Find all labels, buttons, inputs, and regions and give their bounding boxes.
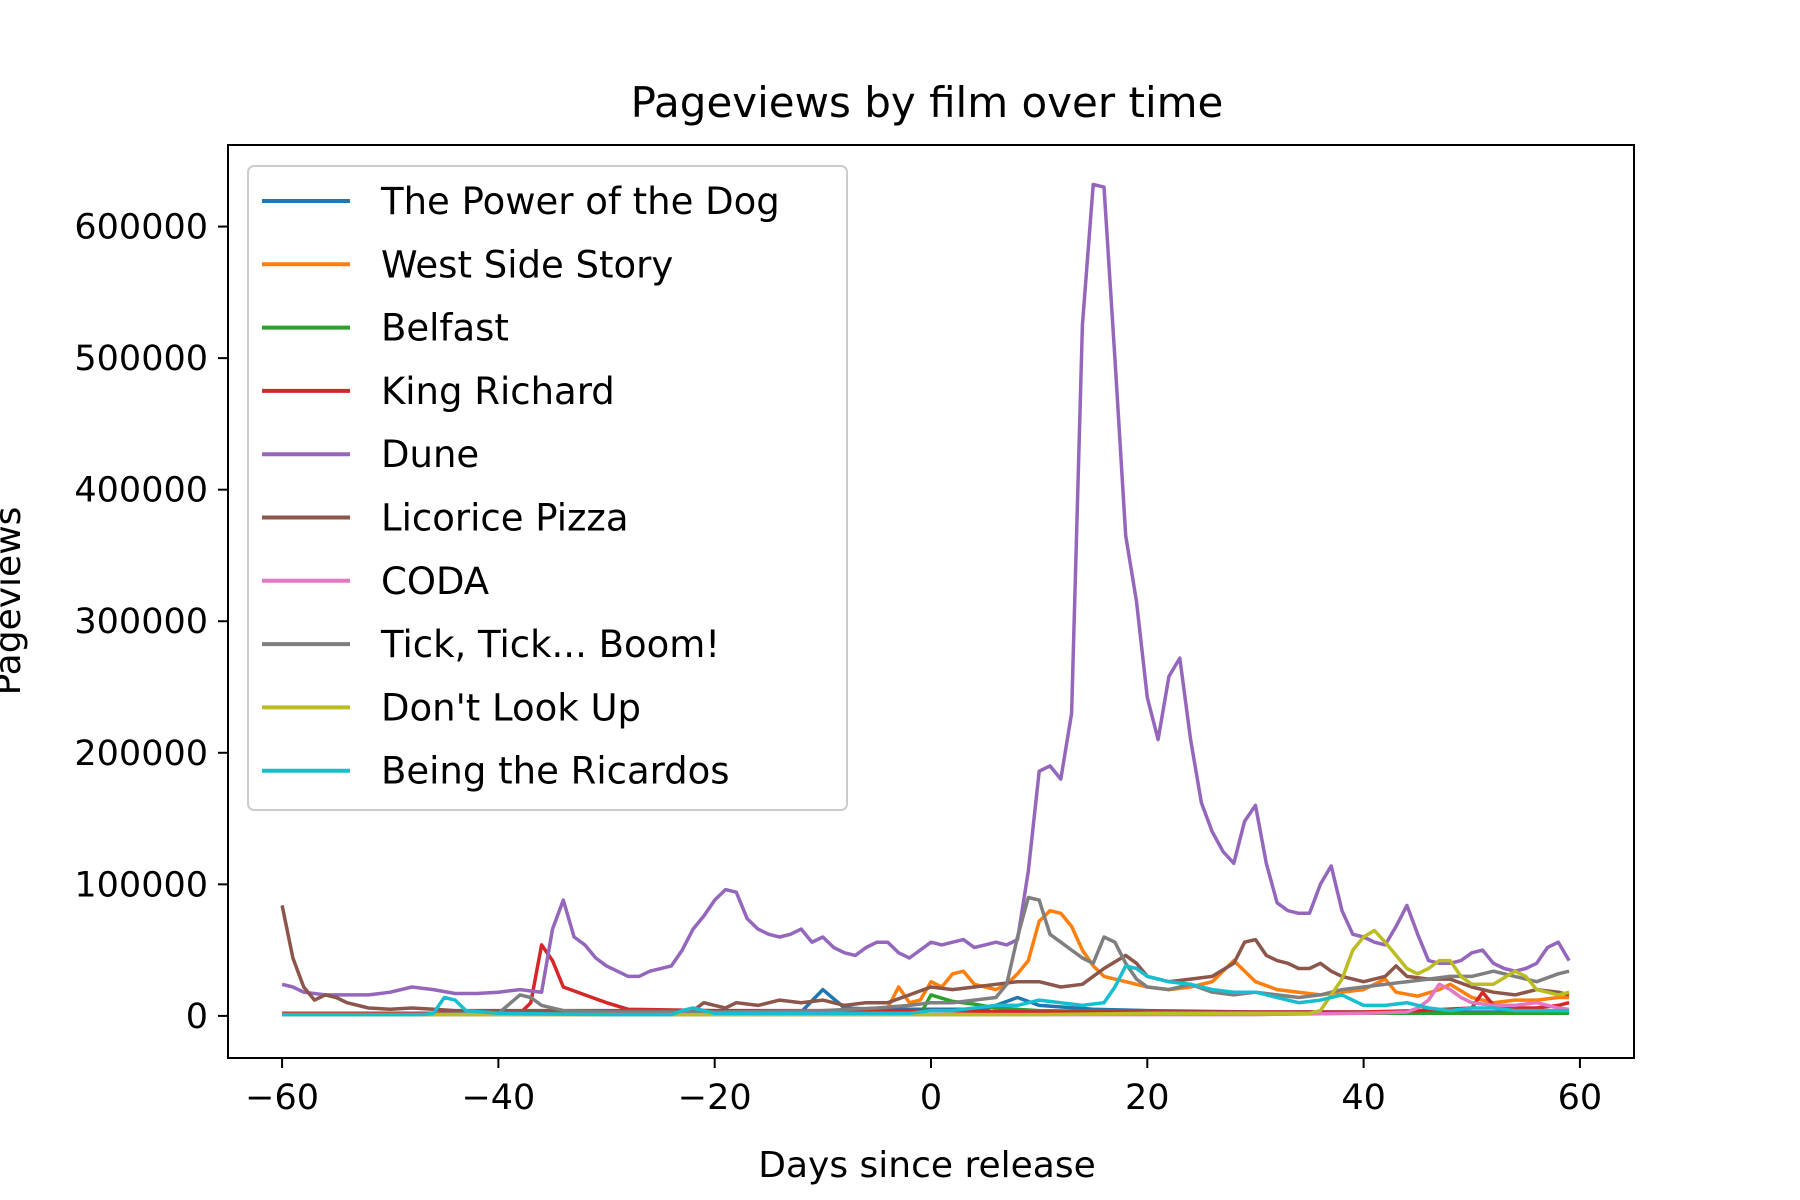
legend-box	[247, 165, 848, 811]
legend-label: Belfast	[381, 307, 509, 350]
y-tick-label: 200000	[74, 734, 208, 774]
series-lines	[280, 182, 1571, 1017]
legend-label: Don't Look Up	[381, 686, 641, 729]
y-tick-label: 300000	[74, 602, 208, 642]
legend-item: King Richard	[262, 370, 615, 413]
x-tick-label: −60	[245, 1078, 319, 1118]
legend-label: West Side Story	[381, 243, 673, 286]
x-tick-label: 0	[920, 1078, 942, 1118]
legend-label: The Power of the Dog	[380, 180, 780, 223]
x-tick-label: 20	[1125, 1078, 1170, 1118]
series-line-8	[282, 928, 1570, 1017]
y-tick-label: 500000	[74, 339, 208, 379]
series-line-9	[282, 964, 1570, 1017]
x-axis-label: Days since release	[758, 1145, 1096, 1186]
x-axis-ticks: −60 −40 −20 0 20 40 60	[245, 1058, 1602, 1118]
x-tick-label: 60	[1558, 1078, 1603, 1118]
legend-item: Licorice Pizza	[262, 497, 629, 540]
legend-item: The Power of the Dog	[262, 180, 780, 223]
chart-title: Pageviews by film over time	[631, 78, 1224, 127]
y-tick-label: 0	[186, 997, 208, 1037]
legend-item: West Side Story	[262, 243, 673, 286]
series-line-4	[281, 182, 1571, 997]
legend-label: Licorice Pizza	[381, 497, 629, 540]
legend-item: Dune	[262, 433, 479, 476]
legend-label: Dune	[381, 433, 479, 476]
y-axis-label: Pageviews	[0, 507, 29, 696]
series-line-5	[280, 905, 1570, 1013]
x-tick-label: −40	[461, 1078, 535, 1118]
legend-item: CODA	[262, 560, 489, 603]
x-tick-label: 40	[1341, 1078, 1386, 1118]
legend-item: Being the Ricardos	[262, 750, 730, 793]
legend-label: King Richard	[381, 370, 615, 413]
legend: The Power of the Dog West Side Story Belfa…	[247, 165, 848, 811]
y-axis-ticks: 0 100000 200000 300000 400000 500000 600000	[74, 208, 228, 1037]
y-tick-label: 400000	[74, 471, 208, 511]
legend-label: Tick, Tick... Boom!	[380, 623, 720, 666]
x-tick-label: −20	[678, 1078, 752, 1118]
y-tick-label: 600000	[74, 208, 208, 248]
legend-item: Tick, Tick... Boom!	[262, 623, 720, 666]
legend-item: Don't Look Up	[262, 686, 641, 729]
legend-item: Belfast	[262, 307, 509, 350]
legend-label: Being the Ricardos	[381, 750, 730, 793]
legend-label: CODA	[381, 560, 489, 603]
y-tick-label: 100000	[74, 865, 208, 905]
